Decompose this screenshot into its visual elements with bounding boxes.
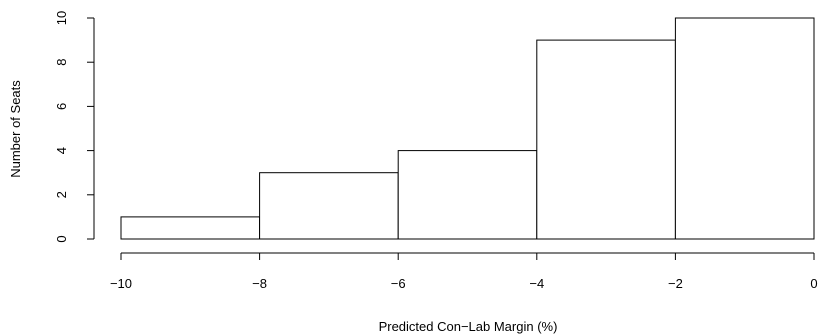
x-tick-label-0: −10 bbox=[110, 276, 132, 291]
bar-0 bbox=[120, 216, 261, 240]
y-tick-label-2: 4 bbox=[54, 147, 69, 154]
y-axis-label: Number of Seats bbox=[8, 80, 23, 178]
y-tick-label-0: 0 bbox=[54, 235, 69, 242]
x-tick-label-2: −6 bbox=[391, 276, 406, 291]
bar-2 bbox=[397, 150, 538, 240]
x-tick-label-3: −4 bbox=[529, 276, 544, 291]
y-axis: 0 2 4 6 8 10 bbox=[54, 11, 95, 243]
y-tick-label-5: 10 bbox=[54, 11, 69, 25]
bar-3 bbox=[536, 39, 676, 240]
y-tick-label-3: 6 bbox=[54, 103, 69, 110]
bars-group bbox=[120, 17, 815, 240]
x-axis: −10 −8 −6 −4 −2 0 bbox=[110, 252, 818, 291]
x-axis-label: Predicted Con−Lab Margin (%) bbox=[379, 319, 558, 334]
bar-1 bbox=[259, 172, 399, 240]
x-tick-label-1: −8 bbox=[252, 276, 267, 291]
y-tick-label-4: 8 bbox=[54, 59, 69, 66]
x-tick-label-5: 0 bbox=[810, 276, 817, 291]
y-tick-label-1: 2 bbox=[54, 191, 69, 198]
x-tick-label-4: −2 bbox=[668, 276, 683, 291]
bar-4 bbox=[674, 17, 815, 240]
